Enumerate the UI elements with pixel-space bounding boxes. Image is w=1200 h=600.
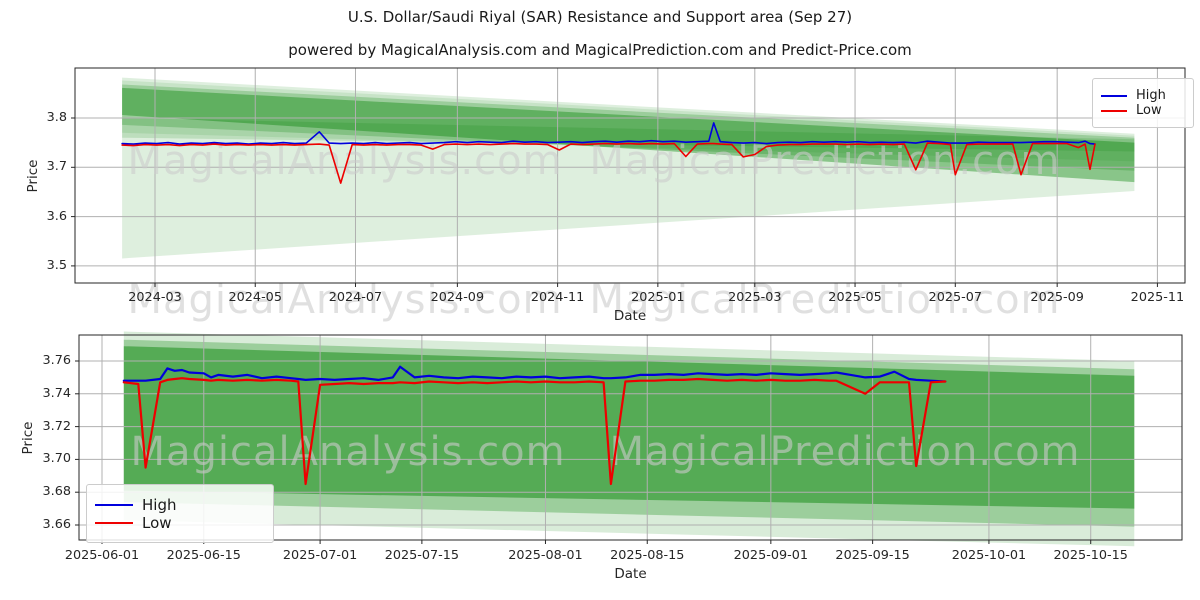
- x-tick-label: 2025-08-15: [610, 548, 685, 563]
- x-tick-label: 2025-05: [828, 290, 882, 305]
- x-tick-label: 2024-07: [328, 290, 383, 305]
- x-tick-label: 2025-06-01: [64, 548, 140, 563]
- y-tick-label: 3.72: [42, 418, 72, 434]
- y-axis-label: Price: [25, 159, 41, 192]
- support-resistance-band: [123, 346, 1135, 509]
- x-tick-label: 2025-08-01: [508, 548, 583, 563]
- legend-entry: Low: [95, 514, 265, 532]
- x-tick-label: 2025-09-01: [733, 548, 809, 563]
- legend-label: Low: [142, 513, 172, 532]
- x-tick-label: 2025-10-15: [1053, 548, 1128, 563]
- x-tick-label: 2025-06-15: [166, 548, 241, 563]
- x-tick-label: 2025-07-15: [384, 548, 460, 563]
- watermark: MagicalPrediction.com: [609, 429, 1081, 475]
- x-tick-label: 2024-05: [228, 290, 282, 305]
- y-tick-label: 3.68: [42, 484, 72, 500]
- legend-label: Low: [1136, 103, 1162, 118]
- y-tick-label: 3.7: [46, 159, 67, 175]
- x-tick-label: 2024-03: [128, 290, 182, 305]
- watermark: MagicalPrediction.com: [589, 138, 1061, 184]
- watermark: MagicalAnalysis.com: [127, 277, 563, 323]
- x-tick-label: 2025-11: [1130, 290, 1185, 305]
- x-tick-label: 2025-07: [928, 290, 983, 305]
- x-axis-label: Date: [614, 566, 647, 582]
- low-legend-line-sample: [1101, 109, 1127, 112]
- y-axis-label: Price: [20, 421, 36, 454]
- high-line: [122, 365, 947, 383]
- legend-entry: High: [1101, 88, 1185, 103]
- x-tick-label: 2024-11: [530, 290, 585, 305]
- legend: High Low: [86, 484, 274, 543]
- y-tick-label: 3.66: [42, 517, 72, 532]
- x-tick-label: 2025-07-01: [282, 548, 358, 563]
- legend-entry: Low: [1101, 103, 1185, 118]
- legend-label: High: [1136, 88, 1166, 103]
- x-tick-label: 2025-01: [631, 290, 685, 305]
- high-legend-line-sample: [1101, 94, 1127, 97]
- page-subtitle: powered by MagicalAnalysis.com and Magic…: [288, 41, 912, 59]
- legend: High Low: [1092, 78, 1194, 128]
- page-title: U.S. Dollar/Saudi Riyal (SAR) Resistance…: [347, 8, 853, 26]
- x-tick-label: 2025-09: [1030, 290, 1084, 305]
- x-axis-label: Date: [613, 308, 647, 324]
- x-tick-label: 2025-09-15: [835, 548, 910, 563]
- y-tick-label: 3.70: [42, 451, 72, 467]
- x-tick-label: 2025-03: [728, 290, 782, 305]
- x-tick-label: 2024-09: [430, 290, 485, 305]
- watermark: MagicalPrediction.com: [589, 277, 1061, 323]
- y-tick-label: 3.74: [42, 385, 72, 401]
- y-tick-label: 3.6: [46, 208, 67, 224]
- y-tick-label: 3.8: [46, 110, 67, 125]
- low-legend-line-sample: [95, 521, 133, 524]
- x-tick-label: 2025-10-01: [951, 548, 1027, 563]
- legend-entry: High: [95, 496, 265, 514]
- watermark: MagicalAnalysis.com: [130, 429, 566, 475]
- y-tick-label: 3.5: [46, 257, 67, 273]
- high-legend-line-sample: [95, 503, 133, 506]
- y-tick-label: 3.76: [42, 353, 72, 368]
- legend-label: High: [142, 495, 177, 514]
- watermark: MagicalAnalysis.com: [127, 138, 563, 184]
